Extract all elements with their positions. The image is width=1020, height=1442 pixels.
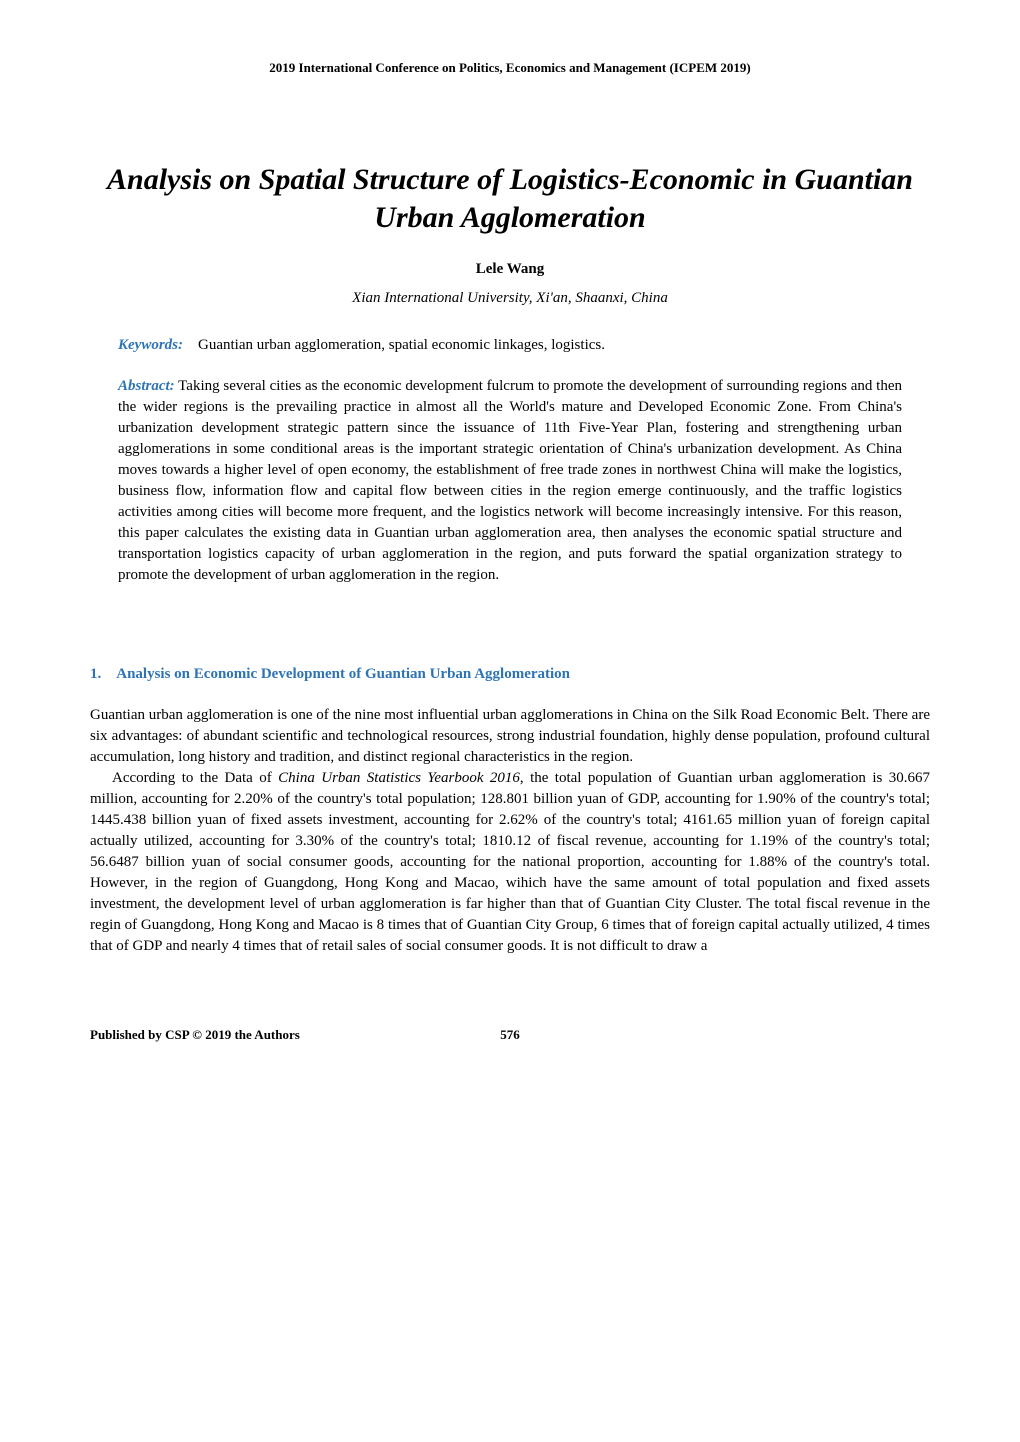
footer-copyright: Published by CSP © 2019 the Authors	[90, 1027, 300, 1042]
page-number: 576	[500, 1027, 520, 1043]
author-affiliation: Xian International University, Xi'an, Sh…	[90, 290, 930, 307]
para2-italic-citation: China Urban Statistics Yearbook 2016	[278, 770, 520, 786]
abstract-block: Abstract: Taking several cities as the e…	[90, 376, 930, 586]
author-name: Lele Wang	[90, 261, 930, 278]
para2-suffix: , the total population of Guantian urban…	[90, 770, 930, 954]
abstract-text: Taking several cities as the economic de…	[118, 378, 902, 583]
keywords-text	[187, 337, 198, 353]
section-1-number: 1.	[90, 666, 101, 682]
section-1-title: Analysis on Economic Development of Guan…	[116, 666, 570, 682]
paper-title: Analysis on Spatial Structure of Logisti…	[90, 161, 930, 236]
section-1-gap	[105, 666, 116, 682]
keywords-content: Guantian urban agglomeration, spatial ec…	[198, 337, 605, 353]
conference-header: 2019 International Conference on Politic…	[90, 60, 930, 76]
para2-prefix: According to the Data of	[112, 770, 278, 786]
keywords-row: Keywords: Guantian urban agglomeration, …	[90, 337, 930, 354]
section-1-para-2: According to the Data of China Urban Sta…	[90, 768, 930, 957]
keywords-label: Keywords:	[118, 337, 183, 353]
page-footer: Published by CSP © 2019 the Authors 576	[90, 1027, 930, 1043]
section-1-para-1: Guantian urban agglomeration is one of t…	[90, 705, 930, 768]
abstract-label: Abstract:	[118, 378, 175, 394]
section-1-heading: 1. Analysis on Economic Development of G…	[90, 666, 930, 683]
